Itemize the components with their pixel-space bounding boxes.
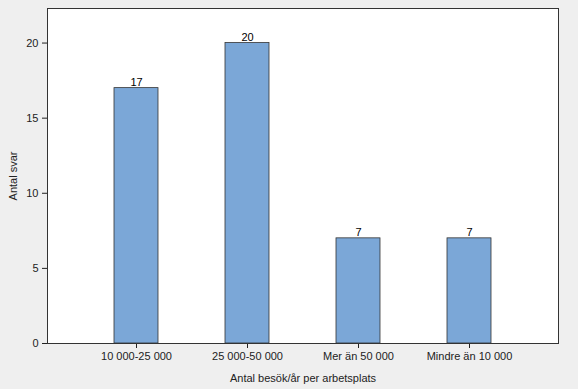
svg-text:10: 10 xyxy=(26,187,38,199)
svg-text:Mer än 50 000: Mer än 50 000 xyxy=(323,350,394,362)
svg-text:20: 20 xyxy=(26,37,38,49)
svg-text:20: 20 xyxy=(241,31,253,43)
svg-text:15: 15 xyxy=(26,112,38,124)
svg-text:Antal svar: Antal svar xyxy=(7,151,19,200)
svg-text:0: 0 xyxy=(32,337,38,349)
svg-text:Mindre än 10 000: Mindre än 10 000 xyxy=(427,350,513,362)
svg-text:5: 5 xyxy=(32,262,38,274)
svg-text:7: 7 xyxy=(355,226,361,238)
svg-text:10 000-25 000: 10 000-25 000 xyxy=(101,350,172,362)
svg-text:25 000-50 000: 25 000-50 000 xyxy=(212,350,283,362)
svg-text:7: 7 xyxy=(466,226,472,238)
svg-text:Antal besök/år per arbetsplats: Antal besök/år per arbetsplats xyxy=(230,372,377,384)
svg-text:17: 17 xyxy=(130,76,142,88)
